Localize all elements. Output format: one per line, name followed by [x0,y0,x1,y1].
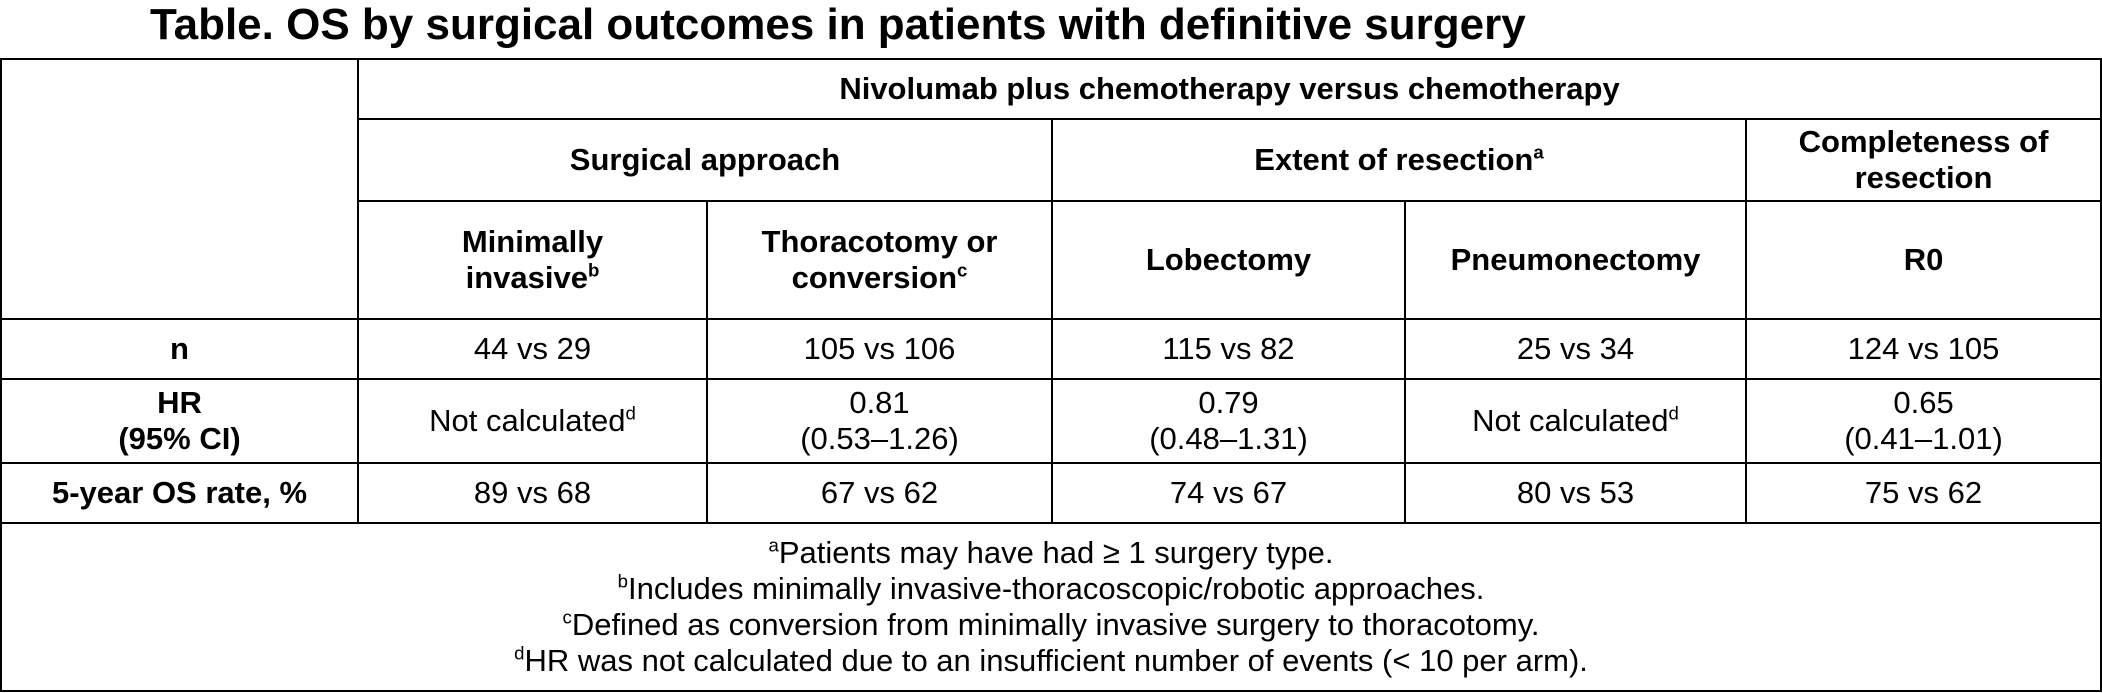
table-cell: Not calculatedd [357,378,708,464]
column-header-lobectomy: Lobectomy [1051,200,1406,320]
footnote: bIncludes minimally invasive-thoracoscop… [617,570,1485,606]
empty-corner-cell [0,58,359,320]
table-cell: 80 vs 53 [1404,462,1747,524]
super-header: Nivolumab plus chemotherapy versus chemo… [356,58,2102,120]
table-title: Table. OS by surgical outcomes in patien… [150,0,1526,49]
row-label-os-rate: 5-year OS rate, % [0,462,359,524]
table-cell: 44 vs 29 [357,318,708,380]
table-cell: 0.81 (0.53–1.26) [706,378,1053,464]
footnote: aPatients may have had ≥ 1 surgery type. [768,534,1334,570]
group-header-surgical-approach: Surgical approach [357,118,1053,202]
table-cell: 67 vs 62 [706,462,1053,524]
footnote: dHR was not calculated due to an insuffi… [514,642,1588,678]
table-cell: Not calculatedd [1404,378,1747,464]
table-cell: 0.79 (0.48–1.31) [1051,378,1406,464]
table-cell: 75 vs 62 [1744,462,2102,524]
column-header-pneumonectomy: Pneumonectomy [1404,200,1747,320]
table-row: HR (95% CI) Not calculatedd 0.81 (0.53–1.2… [0,378,2102,464]
table-cell: 124 vs 105 [1744,318,2102,380]
group-header-completeness-of-resection: Completeness of resection [1744,118,2102,202]
table-cell: 105 vs 106 [706,318,1053,380]
table-cell: 115 vs 82 [1051,318,1406,380]
column-header-thoracotomy: Thoracotomy or conversionc [706,200,1053,320]
group-header-extent-of-resection: Extent of resectiona [1051,118,1747,202]
table-row: n 44 vs 29 105 vs 106 115 vs 82 25 vs 34… [0,318,2102,380]
table-cell: 0.65 (0.41–1.01) [1744,378,2102,464]
table-cell: 74 vs 67 [1051,462,1406,524]
row-label-n: n [0,318,359,380]
table-cell: 25 vs 34 [1404,318,1747,380]
row-label-hr: HR (95% CI) [0,378,359,464]
footnote: cDefined as conversion from minimally in… [562,606,1540,642]
table-cell: 89 vs 68 [357,462,708,524]
column-header-r0: R0 [1744,200,2102,320]
survival-table: Nivolumab plus chemotherapy versus chemo… [0,58,2102,692]
column-header-minimally-invasive: Minimally invasiveb [357,200,708,320]
table-row: 5-year OS rate, % 89 vs 68 67 vs 62 74 v… [0,462,2102,524]
footnotes: aPatients may have had ≥ 1 surgery type.… [0,522,2102,692]
